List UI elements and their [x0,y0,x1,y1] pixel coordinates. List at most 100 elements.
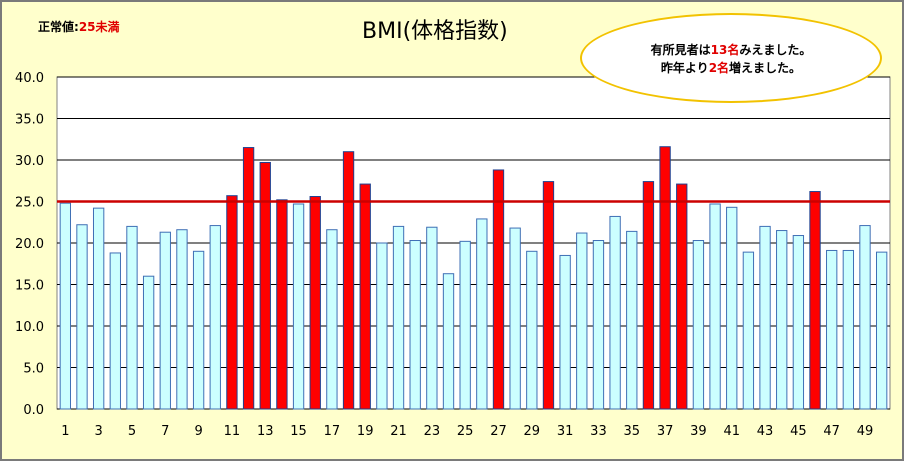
x-tick-label: 27 [490,424,507,439]
x-tick-label: 1 [61,424,69,439]
bar [76,224,88,410]
bar [759,225,771,410]
x-tick-label: 35 [623,424,640,439]
x-tick-label: 49 [857,424,874,439]
findings-callout: 有所見者は13名みえました。 昨年より2名増えました。 [580,13,882,103]
bar [692,240,705,410]
x-tick-label: 15 [290,424,307,439]
bar [859,225,871,410]
bar [576,232,588,410]
callout-line-2-suffix: 増えました。 [729,61,802,75]
bar [92,207,105,410]
bar [159,231,171,410]
bar [209,225,221,410]
bar [126,225,138,410]
bar [292,203,305,410]
callout-line-1-suffix: みえました。 [739,43,812,57]
x-tick-label: 43 [757,424,774,439]
y-tick-label: 35.0 [15,113,44,128]
bar [792,235,805,410]
bar [559,254,571,410]
bar-elevated [259,161,271,410]
x-tick-label: 7 [161,424,169,439]
bar [326,229,338,410]
bar [826,249,838,410]
bar [192,250,205,410]
callout-line-2-text: 昨年より [660,61,709,75]
bar [842,249,855,410]
x-tick-label: 29 [524,424,541,439]
bar [476,218,488,410]
bar [509,227,521,410]
bar-elevated [276,199,288,410]
bar-elevated [359,183,371,410]
y-tick-label: 10.0 [15,320,44,335]
bar-elevated [242,147,255,410]
bar [459,240,471,410]
bar [592,240,605,410]
bar-elevated [226,195,238,410]
bar-elevated [492,169,505,410]
bar-elevated [542,181,555,410]
x-tick-label: 31 [557,424,574,439]
y-tick-label: 25.0 [15,196,44,211]
bar-elevated [676,183,688,410]
normal-value-note: 正常値:25未満 [38,18,120,35]
bar [426,226,438,410]
bar [392,225,405,410]
bar [526,250,538,410]
x-tick-label: 11 [224,424,241,439]
bar-elevated [342,151,355,410]
y-tick-label: 20.0 [15,237,44,252]
x-axis-tick-labels: 1 3 5 7 9 11 13 15 17 19 21 23 25 27 29 31 33 35 37 39 41 43 4… [61,424,873,439]
y-tick-label: 0.0 [23,403,44,418]
x-tick-label: 23 [424,424,441,439]
bar [609,215,621,410]
bar-elevated [809,191,821,410]
bar-elevated [309,196,321,410]
x-tick-label: 21 [390,424,407,439]
y-tick-label: 40.0 [15,71,44,86]
x-tick-label: 13 [257,424,274,439]
bar [109,252,121,410]
y-tick-label: 5.0 [23,362,44,377]
y-axis-tick-labels: 0.0 5.0 10.0 15.0 20.0 25.0 30.0 35.0 40.0 [15,71,44,418]
y-tick-label: 15.0 [15,279,44,294]
x-tick-label: 37 [657,424,674,439]
bar-elevated [642,181,655,410]
callout-line-1-text: 有所見者は [650,43,711,57]
bar-elevated [659,146,671,410]
bar [742,251,755,410]
bar [726,206,738,410]
bar [776,230,788,410]
x-tick-label: 45 [790,424,807,439]
x-tick-label: 9 [194,424,202,439]
x-tick-label: 19 [357,424,374,439]
bar [59,202,71,410]
x-tick-label: 5 [128,424,136,439]
callout-line-1: 有所見者は13名みえました。 [582,41,880,59]
bar [376,242,388,410]
chart-title: BMI(体格指数) [362,19,508,44]
x-tick-label: 3 [95,424,103,439]
bar [409,240,421,410]
bar [176,229,188,410]
bar [442,273,455,410]
x-tick-label: 39 [690,424,707,439]
x-tick-label: 17 [324,424,341,439]
x-tick-label: 41 [723,424,740,439]
callout-line-2: 昨年より2名増えました。 [582,59,880,77]
bar [142,275,155,410]
y-tick-label: 30.0 [15,154,44,169]
bar [876,251,888,410]
bar [626,230,638,410]
x-tick-label: 25 [457,424,474,439]
bars [59,146,888,410]
callout-increase-highlight: 2名 [708,61,730,75]
normal-value-threshold: 25未満 [78,20,120,34]
bar [709,203,721,410]
x-tick-label: 47 [823,424,840,439]
x-tick-label: 33 [590,424,607,439]
